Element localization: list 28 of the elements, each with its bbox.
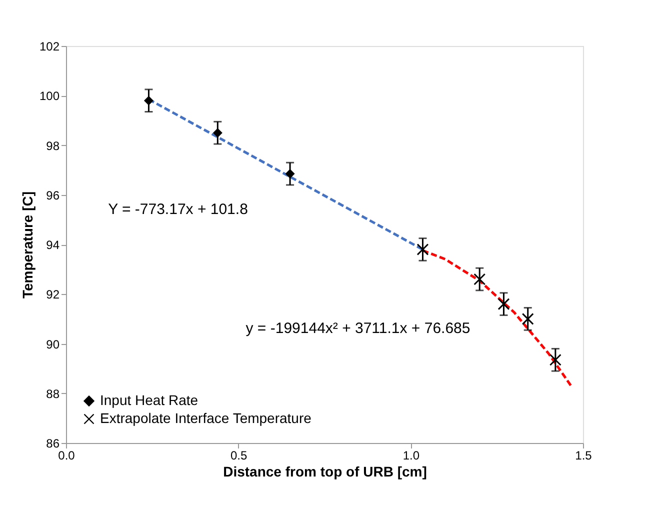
y-tick-label: 102 xyxy=(39,40,60,54)
point xyxy=(498,298,510,310)
point xyxy=(549,354,562,366)
y-tick-label: 92 xyxy=(46,288,60,302)
point xyxy=(212,128,222,138)
point xyxy=(474,273,486,286)
y-tick-label: 88 xyxy=(46,386,60,401)
legend-label: Extrapolate Interface Temperature xyxy=(100,410,312,426)
y-tick-label: 96 xyxy=(46,188,60,202)
x-axis-title: Distance from top of URB [cm] xyxy=(223,464,427,480)
y-axis-title: Temperature [C] xyxy=(19,191,36,299)
y-tick-label: 90 xyxy=(46,337,60,352)
line-series xyxy=(421,249,573,388)
y-tick-label: 94 xyxy=(46,238,60,252)
y-tick-label: 86 xyxy=(46,436,60,450)
y-tick-label: 100 xyxy=(39,89,60,104)
x-tick-label: 0.5 xyxy=(230,448,248,462)
annotation: Y = -773.17x + 101.8 xyxy=(108,201,248,218)
point xyxy=(144,96,154,106)
legend-label: Input Heat Rate xyxy=(100,392,198,408)
y-tick-label: 98 xyxy=(46,138,60,153)
x-tick-label: 1.5 xyxy=(575,448,592,462)
x-tick-label: 0.0 xyxy=(58,448,76,462)
point xyxy=(522,312,534,325)
x-tick-label: 1.0 xyxy=(402,448,420,462)
annotation: y = -199144x² + 3711.1x + 76.685 xyxy=(246,320,470,337)
point xyxy=(285,169,295,179)
point xyxy=(416,243,429,256)
